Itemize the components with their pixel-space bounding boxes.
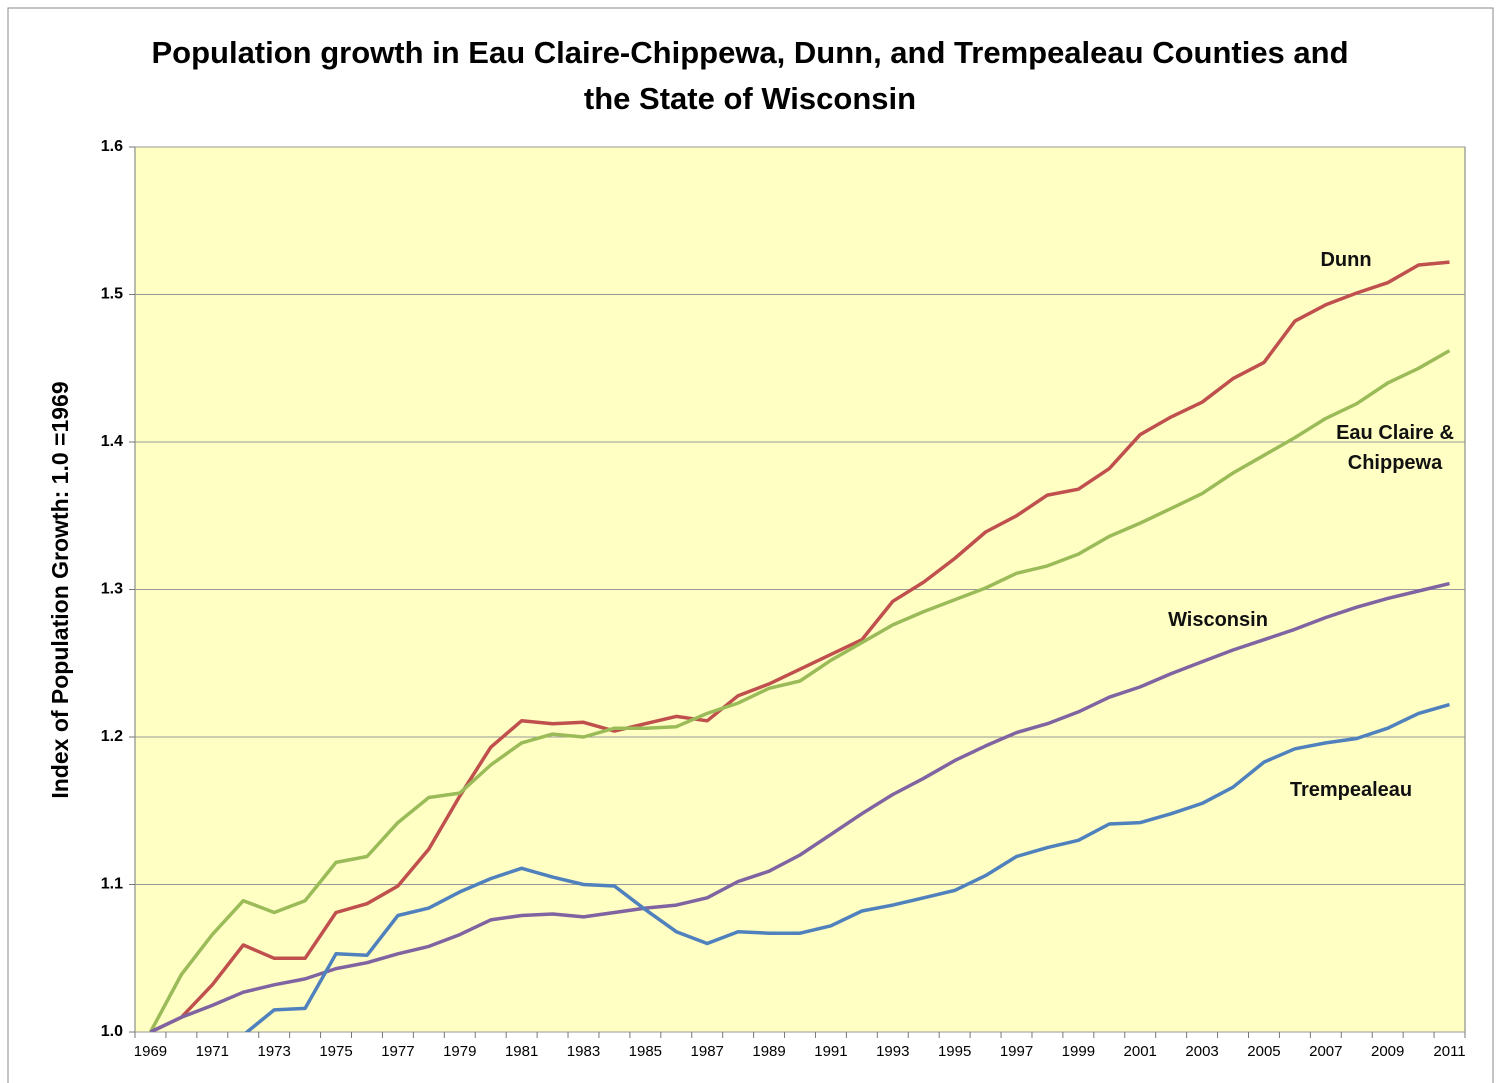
y-axis-label: Index of Population Growth: 1.0 =1969 [47, 381, 73, 798]
x-tick-label: 1979 [443, 1043, 476, 1060]
y-tick-label: 1.6 [101, 138, 123, 155]
chart-title: Population growth in Eau Claire-Chippewa… [151, 35, 1349, 116]
x-tick-label: 1973 [257, 1043, 290, 1060]
x-tick-label: 1981 [505, 1043, 538, 1060]
y-tick-label: 1.2 [101, 728, 123, 745]
series-label: Wisconsin [1168, 609, 1268, 631]
x-tick-label: 1977 [381, 1043, 414, 1060]
y-tick-label: 1.4 [101, 433, 123, 450]
x-tick-label: 1987 [691, 1043, 724, 1060]
x-tick-label: 1971 [196, 1043, 229, 1060]
x-tick-label: 2003 [1185, 1043, 1218, 1060]
x-tick-label: 1995 [938, 1043, 971, 1060]
series-line [244, 702, 1450, 1032]
x-tick-label: 2001 [1124, 1043, 1157, 1060]
x-tick-label: 1969 [134, 1043, 167, 1060]
x-tick-label: 2005 [1247, 1043, 1280, 1060]
series-line [148, 349, 1451, 1032]
x-tick-label: 1985 [629, 1043, 662, 1060]
series-label: Eau Claire & Chippewa [1336, 422, 1454, 474]
x-tick-label: 1975 [319, 1043, 352, 1060]
x-tick-label: 1993 [876, 1043, 909, 1060]
x-tick-label: 2009 [1371, 1043, 1404, 1060]
series-line [149, 581, 1450, 1032]
x-tick-label: 2011 [1433, 1043, 1465, 1060]
y-tick-label: 1.0 [101, 1023, 123, 1040]
series-line [149, 260, 1450, 1032]
y-tick-label: 1.5 [101, 286, 123, 303]
y-tick-label: 1.1 [101, 876, 123, 893]
x-tick-label: 1999 [1062, 1043, 1095, 1060]
x-tick-label: 1989 [752, 1043, 785, 1060]
x-tick-label: 1983 [567, 1043, 600, 1060]
series-lines [148, 260, 1451, 1032]
x-tick-label: 1997 [1000, 1043, 1033, 1060]
x-tick-label: 2007 [1309, 1043, 1342, 1060]
x-tick-label: 1991 [814, 1043, 847, 1060]
y-tick-label: 1.3 [101, 581, 123, 598]
series-label: Trempealeau [1289, 779, 1413, 801]
series-label: Dunn [1320, 249, 1372, 271]
